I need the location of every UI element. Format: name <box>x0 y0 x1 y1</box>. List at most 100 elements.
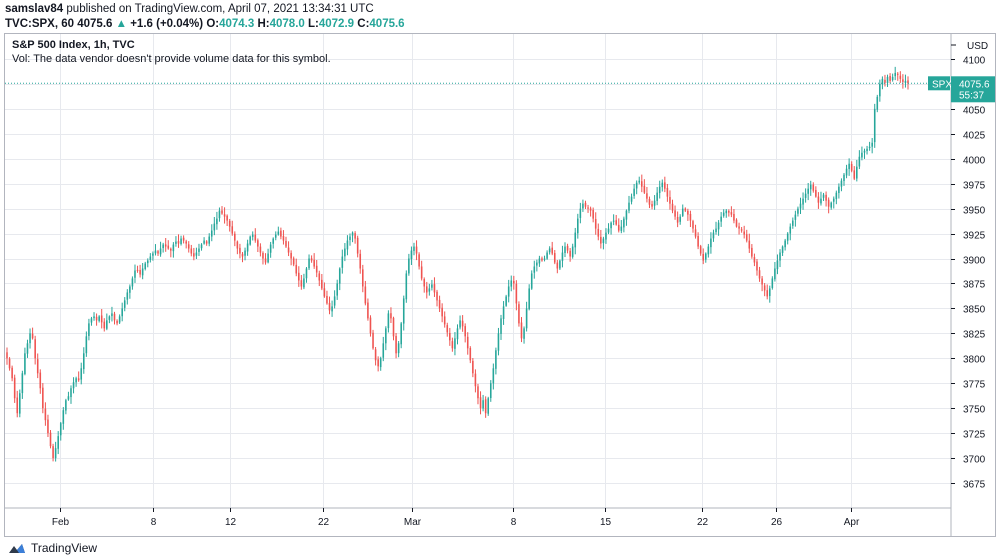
candle-up <box>602 238 605 244</box>
candle-down <box>287 247 290 253</box>
candle-up <box>507 286 510 297</box>
candle-up <box>879 83 881 97</box>
candle-down <box>167 245 170 249</box>
candle-up <box>200 244 203 249</box>
candle-up <box>822 194 825 198</box>
candle-up <box>533 266 536 273</box>
candle-up <box>267 253 269 263</box>
candle-down <box>170 248 172 251</box>
price-tag <box>951 76 995 103</box>
candle-down <box>520 322 523 339</box>
y-tick-label: 3975 <box>963 181 986 192</box>
candle-down <box>136 269 139 271</box>
candle-down <box>292 258 295 265</box>
candle-down <box>234 233 236 241</box>
candle-down <box>193 253 195 257</box>
candle-down <box>451 341 454 349</box>
candle-up <box>126 292 129 300</box>
candle-up <box>338 268 341 284</box>
candle-up <box>712 232 715 239</box>
candle-down <box>164 244 167 247</box>
candle-up <box>871 142 873 147</box>
candle-up <box>559 260 561 269</box>
candle-down <box>372 332 374 349</box>
candle-up <box>794 214 797 220</box>
candle-up <box>141 268 144 276</box>
author-name[interactable]: samslav84 <box>5 3 64 15</box>
candle-up <box>820 198 822 204</box>
symbol-quote-line: TVC:SPX, 60 4075.6 ▲ +1.6 (+0.04%) O:407… <box>5 17 995 31</box>
candle-up <box>75 378 77 383</box>
candle-up <box>523 328 525 339</box>
candle-up <box>505 296 507 306</box>
candle-up <box>574 232 577 248</box>
footer-brand[interactable]: TradingView <box>8 539 97 557</box>
candle-down <box>745 234 748 241</box>
candle-down <box>477 386 479 399</box>
currency-label: USD <box>967 41 988 52</box>
chart-frame[interactable]: USD 3675 3700 3725 3750 3775 3800 3825 3850 3875… <box>4 33 996 537</box>
candle-down <box>600 236 602 244</box>
candle-up <box>123 300 126 308</box>
candle-up <box>180 238 182 244</box>
candle-down <box>817 196 820 203</box>
high-value: 4078.0 <box>269 18 305 30</box>
candle-up <box>146 260 149 264</box>
legend-title[interactable]: S&P 500 Index, 1h, TVC <box>12 39 135 51</box>
y-tick-label: 4050 <box>963 106 986 117</box>
candle-up <box>633 188 635 196</box>
spx-tag-label: SPX <box>932 79 952 90</box>
candle-down <box>328 302 331 311</box>
candle-up <box>431 284 433 288</box>
candle-up <box>707 246 710 255</box>
candle-down <box>587 207 589 209</box>
candle-up <box>67 396 70 400</box>
candle-down <box>298 272 300 281</box>
price-change: +1.6 (+0.04%) <box>130 18 204 30</box>
candle-down <box>687 210 689 215</box>
candle-up <box>336 283 338 296</box>
candle-up <box>341 256 344 268</box>
candle-down <box>674 210 676 217</box>
candle-down <box>231 226 234 234</box>
candle-down <box>367 302 369 319</box>
candle-up <box>379 358 382 368</box>
high-label: H: <box>257 18 270 30</box>
candle-down <box>464 326 466 337</box>
candle-up <box>308 258 310 269</box>
candle-up <box>489 383 492 399</box>
low-label: L: <box>308 18 319 30</box>
candle-up <box>98 316 100 321</box>
candle-down <box>47 419 49 434</box>
candle-down <box>392 317 395 337</box>
candle-down <box>280 230 282 237</box>
candle-down <box>899 75 902 79</box>
candle-up <box>802 198 804 205</box>
candle-up <box>510 280 513 287</box>
y-tick-label: 4000 <box>963 156 986 167</box>
candle-up <box>861 152 863 158</box>
candle-up <box>333 296 336 306</box>
candle-down <box>617 224 620 231</box>
candle-down <box>323 288 326 297</box>
candle-up <box>781 246 784 253</box>
candle-down <box>418 254 420 267</box>
candle-down <box>415 246 418 254</box>
price-chart[interactable]: USD 3675 3700 3725 3750 3775 3800 3825 3850 3875… <box>5 34 995 536</box>
candle-up <box>804 193 807 198</box>
brand-name: TradingView <box>31 541 98 555</box>
candle-down <box>692 221 694 229</box>
candle-up <box>410 250 413 260</box>
candle-down <box>889 75 891 81</box>
x-tick-label: 22 <box>318 517 330 528</box>
candle-up <box>710 238 712 248</box>
candle-up <box>344 248 346 257</box>
candle-up <box>454 338 456 349</box>
candle-down <box>443 316 446 325</box>
candle-down <box>738 226 740 229</box>
candle-up <box>402 298 405 324</box>
open-label: O: <box>206 18 220 30</box>
candle-down <box>49 432 52 447</box>
x-tick-label: 15 <box>600 517 612 528</box>
candle-up <box>70 388 72 398</box>
